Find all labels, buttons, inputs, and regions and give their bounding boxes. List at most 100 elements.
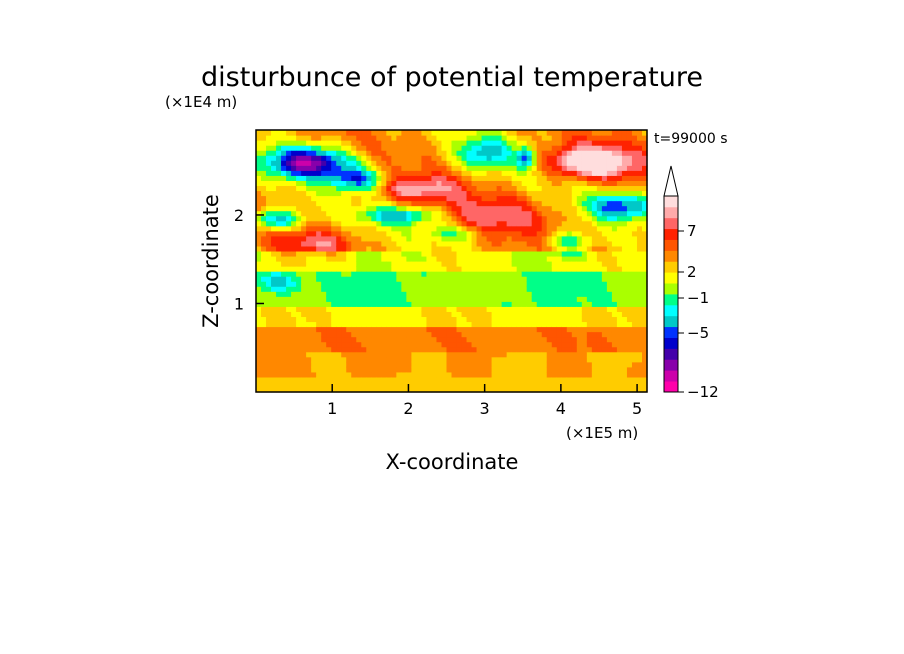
contour-cell [491, 235, 498, 242]
contour-cell [331, 366, 337, 373]
contour-cell [466, 130, 473, 136]
contour-cell [626, 235, 633, 242]
contour-cell [456, 351, 463, 358]
contour-cell [256, 361, 262, 368]
contour-cell [431, 356, 438, 363]
contour-cell [521, 281, 528, 287]
contour-cell [571, 261, 578, 267]
contour-cell [471, 326, 478, 333]
contour-cell [536, 205, 543, 212]
contour-cell [396, 210, 402, 217]
contour-cell [451, 386, 458, 393]
contour-cell [446, 250, 453, 257]
contour-cell [396, 316, 402, 323]
contour-cell [561, 371, 568, 378]
contour-cell [316, 180, 322, 187]
contour-cell [356, 145, 362, 151]
contour-cell [641, 150, 648, 156]
contour-cell [316, 235, 322, 242]
contour-cell [481, 245, 488, 252]
contour-cell [516, 230, 523, 237]
contour-cell [506, 376, 513, 383]
contour-cell [271, 276, 277, 282]
contour-cell [556, 276, 563, 282]
contour-cell [461, 145, 468, 151]
contour-cell [391, 381, 397, 388]
contour-cell [341, 316, 347, 323]
contour-cell [366, 326, 372, 333]
contour-cell [371, 291, 377, 297]
contour-cell [626, 250, 633, 257]
contour-cell [506, 210, 513, 217]
contour-cell [286, 170, 292, 176]
colorbar: −12−5−127 [663, 165, 719, 401]
contour-cell [301, 276, 307, 282]
contour-cell [641, 140, 648, 146]
contour-cell [496, 321, 503, 328]
contour-cell [466, 341, 473, 348]
contour-cell [531, 291, 538, 297]
contour-cell [576, 321, 583, 328]
contour-cell [346, 341, 352, 348]
contour-cell [596, 376, 603, 383]
contour-cell [311, 381, 317, 388]
contour-cell [541, 255, 548, 262]
contour-cell [566, 286, 573, 292]
contour-cell [311, 346, 317, 353]
contour-cell [336, 351, 342, 358]
contour-cell [311, 200, 317, 207]
contour-cell [451, 250, 458, 257]
contour-cell [416, 165, 423, 171]
contour-cell [401, 261, 407, 267]
contour-cell [501, 245, 508, 252]
contour-cell [476, 361, 483, 368]
contour-cell [321, 301, 327, 307]
contour-cell [301, 240, 307, 247]
contour-cell [371, 230, 377, 237]
contour-cell [486, 276, 493, 282]
contour-cell [391, 361, 397, 368]
contour-cell [416, 386, 423, 393]
contour-cell [471, 245, 478, 252]
contour-cell [536, 291, 543, 297]
contour-cell [431, 220, 438, 227]
contour-cell [421, 331, 428, 338]
contour-cell [326, 381, 332, 388]
contour-cell [626, 381, 633, 388]
contour-cell [331, 230, 337, 237]
contour-cell [576, 130, 583, 136]
contour-cell [311, 286, 317, 292]
contour-cell [536, 175, 543, 181]
contour-cell [586, 255, 593, 262]
contour-cell [271, 130, 277, 136]
contour-cell [421, 200, 428, 207]
contour-cell [611, 321, 618, 328]
contour-cell [276, 145, 282, 151]
contour-cell [391, 281, 397, 287]
contour-cell [536, 356, 543, 363]
contour-cell [596, 311, 603, 318]
contour-cell [381, 220, 387, 227]
contour-cell [436, 296, 443, 302]
contour-cell [256, 346, 262, 353]
contour-cell [361, 155, 367, 161]
contour-cell [416, 250, 423, 257]
contour-cell [386, 185, 392, 192]
contour-cell [356, 321, 362, 328]
contour-cell [626, 301, 633, 307]
contour-cell [366, 281, 372, 287]
contour-cell [506, 266, 513, 272]
contour-cell [286, 311, 292, 318]
contour-cell [366, 175, 372, 181]
contour-cell [491, 271, 498, 277]
contour-cell [446, 150, 453, 156]
contour-cell [476, 230, 483, 237]
contour-cell [441, 205, 448, 212]
contour-cell [396, 225, 402, 232]
contour-cell [371, 185, 377, 192]
contour-cell [606, 281, 613, 287]
contour-cell [641, 291, 648, 297]
contour-cell [291, 271, 297, 277]
contour-cell [306, 240, 312, 247]
contour-cell [431, 145, 438, 151]
